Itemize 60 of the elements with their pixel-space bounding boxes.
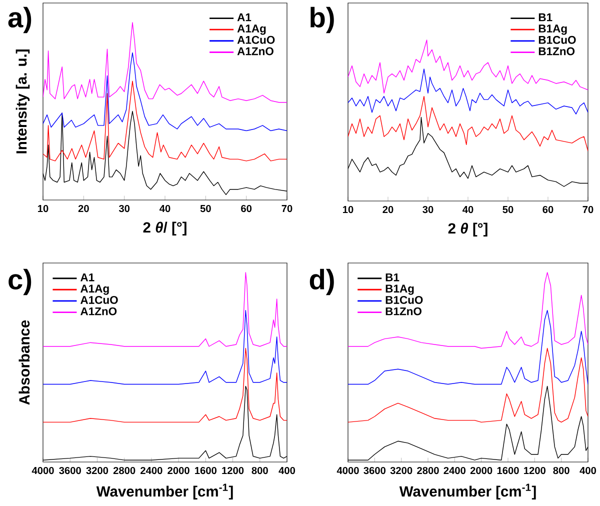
- legend-label: A1Ag: [237, 24, 266, 35]
- x-tick-label: 40: [160, 204, 170, 212]
- chart-title: a): [8, 6, 32, 34]
- x-tick-label: 70: [282, 204, 292, 212]
- x-tick-label: 50: [200, 204, 211, 212]
- legend-label: A1CuO: [237, 36, 275, 44]
- y-axis-title: Intensity [a. u.]: [16, 50, 30, 154]
- x-tick-label: 2800: [417, 466, 439, 474]
- x-tick-label: 10: [343, 206, 354, 214]
- legend-label: B1ZnO: [386, 307, 422, 316]
- x-tick-label: 60: [241, 204, 252, 212]
- x-axis-title: Wavenumber [cm$^{-1}$]: [399, 484, 536, 500]
- legend-label: A1ZnO: [80, 307, 117, 316]
- x-tick-label: 3600: [59, 466, 81, 474]
- legend-label: A1Ag: [80, 284, 109, 295]
- legend-label: B1Ag: [386, 284, 414, 295]
- x-axis-title: 2 θ [°]: [448, 222, 488, 237]
- chart-title: b): [310, 6, 334, 34]
- x-tick-label: 3600: [364, 466, 386, 474]
- legend-label: A1: [237, 13, 252, 22]
- legend-label: A1CuO: [80, 296, 118, 304]
- legend-label: B1Ag: [538, 24, 567, 35]
- x-tick-label: 800: [252, 466, 268, 474]
- x-tick-label: 4000: [32, 466, 54, 474]
- x-tick-label: 40: [462, 206, 474, 214]
- legend-label: B1: [386, 273, 400, 282]
- x-tick-label: 2800: [113, 466, 136, 474]
- legend-label: B1CuO: [386, 296, 423, 304]
- x-tick-label: 3200: [390, 466, 412, 474]
- x-tick-label: 400: [580, 466, 596, 474]
- x-tick-label: 2400: [140, 466, 162, 474]
- x-tick-label: 3200: [86, 466, 108, 474]
- x-tick-label: 1200: [222, 466, 244, 474]
- x-tick-label: 70: [582, 206, 594, 214]
- x-tick-label: 30: [118, 204, 130, 212]
- x-tick-label: 60: [542, 206, 554, 214]
- legend-label: B1: [538, 13, 552, 22]
- y-axis-title: Absorbance: [18, 320, 30, 405]
- x-tick-label: 2400: [444, 466, 466, 474]
- legend-label: A1ZnO: [237, 47, 274, 56]
- x-tick-label: 2000: [470, 466, 492, 474]
- x-tick-label: 20: [382, 206, 394, 214]
- x-axis-title: 2 θ/ [°]: [143, 222, 186, 236]
- legend-label: B1ZnO: [538, 47, 575, 56]
- x-tick-label: 10: [38, 204, 48, 212]
- x-tick-label: 800: [553, 466, 570, 474]
- legend-label: A1: [80, 273, 94, 282]
- x-tick-label: 30: [422, 206, 434, 214]
- x-tick-label: 1200: [524, 466, 546, 474]
- x-tick-label: 400: [278, 466, 296, 474]
- x-tick-label: 50: [502, 206, 514, 214]
- chart-title: d): [310, 268, 334, 296]
- x-tick-label: 4000: [336, 466, 359, 474]
- x-tick-label: 1600: [497, 466, 519, 474]
- x-tick-label: 1600: [195, 466, 216, 474]
- x-tick-label: 20: [78, 204, 89, 212]
- x-tick-label: 2000: [168, 466, 190, 474]
- x-axis-title: Wavenumber [cm$^{-1}$]: [96, 484, 233, 500]
- legend-label: B1CuO: [538, 36, 576, 44]
- chart-title: c): [8, 268, 32, 296]
